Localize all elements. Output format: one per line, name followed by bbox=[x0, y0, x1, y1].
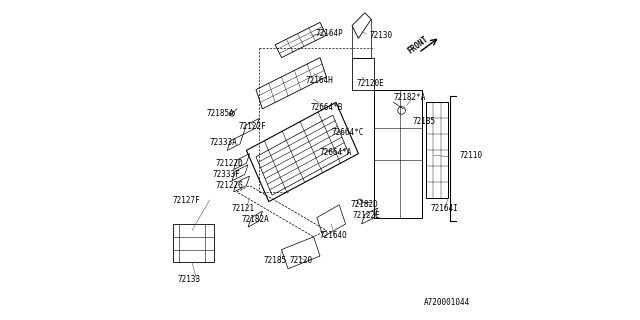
Text: 72182A: 72182A bbox=[242, 215, 269, 224]
Text: 72127F: 72127F bbox=[173, 196, 200, 204]
Text: 72185: 72185 bbox=[264, 256, 287, 265]
Text: 72110: 72110 bbox=[460, 151, 483, 160]
Text: 72122E: 72122E bbox=[352, 212, 380, 220]
Text: 72664*B: 72664*B bbox=[310, 103, 343, 112]
Text: 72122F: 72122F bbox=[239, 122, 266, 131]
Text: 72164O: 72164O bbox=[320, 231, 348, 240]
Text: 72664*C: 72664*C bbox=[332, 128, 364, 137]
Text: 72664*A: 72664*A bbox=[320, 148, 353, 156]
Text: 72185: 72185 bbox=[413, 117, 436, 126]
Text: 72122D: 72122D bbox=[216, 159, 244, 168]
Text: 72164H: 72164H bbox=[306, 76, 333, 84]
Text: FRONT: FRONT bbox=[406, 35, 431, 56]
Text: 72333A: 72333A bbox=[210, 138, 237, 147]
Text: 72130: 72130 bbox=[370, 31, 393, 40]
Text: 72333F: 72333F bbox=[212, 170, 241, 179]
Text: A720001044: A720001044 bbox=[424, 298, 470, 307]
Text: 72185A: 72185A bbox=[206, 109, 234, 118]
Text: 72120E: 72120E bbox=[357, 79, 385, 88]
Text: 72121: 72121 bbox=[232, 204, 255, 212]
Text: 72120: 72120 bbox=[290, 256, 313, 265]
Text: 72133: 72133 bbox=[178, 276, 201, 284]
Text: 72164P: 72164P bbox=[315, 29, 343, 38]
Text: 72164I: 72164I bbox=[430, 204, 458, 212]
Text: 72182D: 72182D bbox=[351, 200, 378, 209]
Text: 72182*A: 72182*A bbox=[394, 93, 426, 102]
Text: 72122G: 72122G bbox=[216, 181, 244, 190]
